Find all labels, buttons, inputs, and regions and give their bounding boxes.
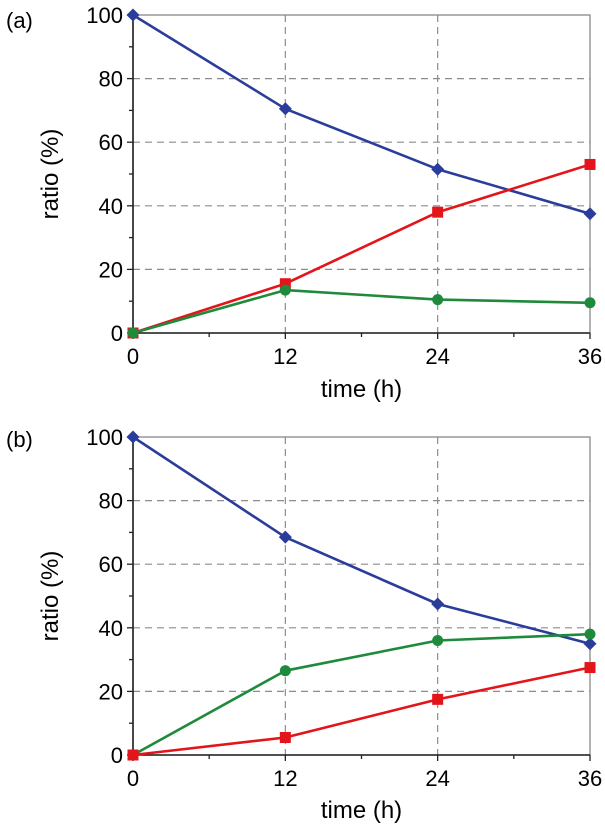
y-tick-label: 80 (99, 489, 123, 514)
x-axis-label: time (h) (321, 797, 402, 824)
y-tick-label: 20 (99, 257, 123, 282)
y-tick-label: 80 (99, 67, 123, 92)
series-line-red (132, 666, 591, 757)
chart-panel-b: 0 20 40 60 80 100 0 12 24 36 time (h) ratio (%) (b) (6, 425, 602, 824)
series-line-blue (132, 435, 591, 645)
x-tick-label: 36 (578, 344, 602, 369)
plot-frame (132, 14, 591, 334)
x-tick-label: 0 (127, 344, 139, 369)
series-line-green (132, 288, 591, 335)
series-line-red (132, 163, 591, 335)
data-point-blue (583, 637, 597, 651)
data-point-red (279, 732, 291, 744)
plot-frame (132, 436, 591, 756)
data-point-blue (583, 207, 597, 221)
data-point-green (584, 628, 596, 640)
data-point-green (432, 294, 444, 306)
x-axis-label: time (h) (321, 376, 402, 403)
data-point-green (584, 297, 596, 309)
data-point-red (432, 206, 444, 218)
data-point-green (279, 665, 291, 677)
data-point-red (432, 693, 444, 705)
y-tick-label: 60 (99, 552, 123, 577)
x-tick-label: 0 (127, 766, 139, 791)
y-tick-label: 40 (99, 194, 123, 219)
x-tick-label: 12 (273, 344, 297, 369)
x-tick-label: 36 (578, 766, 602, 791)
data-point-red (584, 158, 596, 170)
y-tick-label: 20 (99, 679, 123, 704)
data-point-blue (126, 430, 140, 444)
data-point-green (127, 327, 139, 339)
panel-label: (b) (6, 427, 33, 452)
y-tick-label: 100 (86, 3, 123, 28)
y-tick-label: 40 (99, 616, 123, 641)
y-tick-label: 60 (99, 130, 123, 155)
data-point-blue (278, 530, 292, 544)
x-tick-label: 24 (425, 766, 449, 791)
chart-panel-a: 0 20 40 60 80 100 0 12 24 36 time (h) ratio (%) (a) (6, 3, 602, 403)
data-point-green (432, 635, 444, 647)
data-point-blue (126, 8, 140, 22)
data-point-blue (278, 102, 292, 116)
data-point-blue (431, 162, 445, 176)
series-line-green (132, 632, 591, 757)
x-tick-label: 24 (425, 344, 449, 369)
y-axis-label: ratio (%) (37, 129, 64, 220)
series-line-blue (132, 13, 591, 216)
data-point-red (127, 749, 139, 761)
y-axis-label: ratio (%) (37, 551, 64, 642)
y-tick-label: 0 (111, 743, 123, 768)
x-tick-label: 12 (273, 766, 297, 791)
data-point-green (279, 284, 291, 296)
y-tick-label: 100 (86, 425, 123, 450)
y-tick-label: 0 (111, 321, 123, 346)
panel-label: (a) (6, 8, 33, 33)
data-point-red (279, 278, 291, 290)
data-point-blue (431, 597, 445, 611)
data-point-red (584, 662, 596, 674)
